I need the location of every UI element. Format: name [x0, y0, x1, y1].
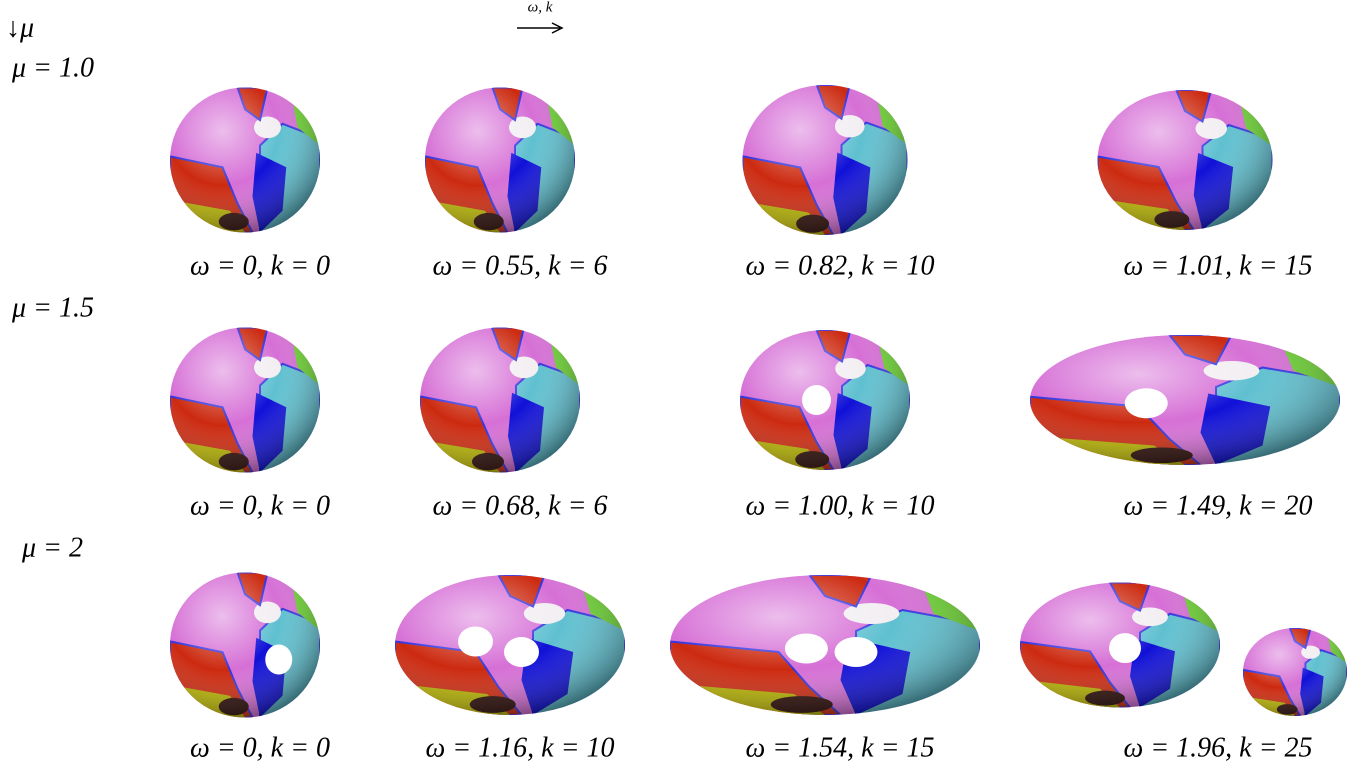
panel-caption: ω = 0.68, k = 6: [433, 490, 608, 521]
mu-arrow: ↓μ: [6, 12, 34, 43]
panel-caption: ω = 1.01, k = 15: [1124, 250, 1313, 281]
hole: [1125, 388, 1168, 418]
shading: [1098, 90, 1273, 230]
surface: [170, 328, 320, 473]
row-label: μ = 2: [21, 532, 83, 563]
surface: [1030, 335, 1340, 465]
omega-k-arrow: [517, 23, 562, 33]
row-label: μ = 1.5: [11, 292, 94, 323]
shading: [170, 328, 320, 473]
panel-caption: ω = 1.96, k = 25: [1124, 732, 1313, 763]
shading: [743, 85, 908, 235]
surface: [1098, 90, 1273, 230]
shading: [420, 328, 580, 473]
panel-caption: ω = 1.49, k = 20: [1124, 490, 1313, 521]
shading: [425, 88, 575, 233]
hole: [1109, 633, 1141, 663]
shading: [170, 573, 320, 718]
hole: [458, 627, 493, 657]
surface: [170, 88, 320, 233]
figure: ↓μ ω, k μ = 1.0 ω = 0, k = 0 ω = 0.55, k =…: [0, 0, 1357, 770]
hole: [802, 385, 831, 415]
hole: [835, 637, 878, 667]
panel-caption: ω = 0, k = 0: [190, 732, 330, 763]
omega-k-arrow-label: ω, k: [528, 0, 553, 15]
surface: [1243, 628, 1347, 716]
surface: [420, 328, 580, 473]
shading: [1243, 628, 1347, 716]
surface: [170, 573, 320, 718]
hole: [504, 637, 539, 667]
hole: [265, 645, 292, 675]
panel-caption: ω = 0, k = 0: [190, 490, 330, 521]
row-label: μ = 1.0: [11, 52, 94, 83]
panel-caption: ω = 1.16, k = 10: [426, 732, 615, 763]
surface: [425, 88, 575, 233]
shading: [170, 88, 320, 233]
panel-caption: ω = 0.55, k = 6: [433, 250, 608, 281]
surface: [743, 85, 908, 235]
panel-caption: ω = 0, k = 0: [190, 250, 330, 281]
panel-caption: ω = 1.00, k = 10: [746, 490, 935, 521]
hole: [785, 634, 828, 664]
panel-caption: ω = 0.82, k = 10: [746, 250, 935, 281]
shading: [1030, 335, 1340, 465]
panel-caption: ω = 1.54, k = 15: [746, 732, 935, 763]
